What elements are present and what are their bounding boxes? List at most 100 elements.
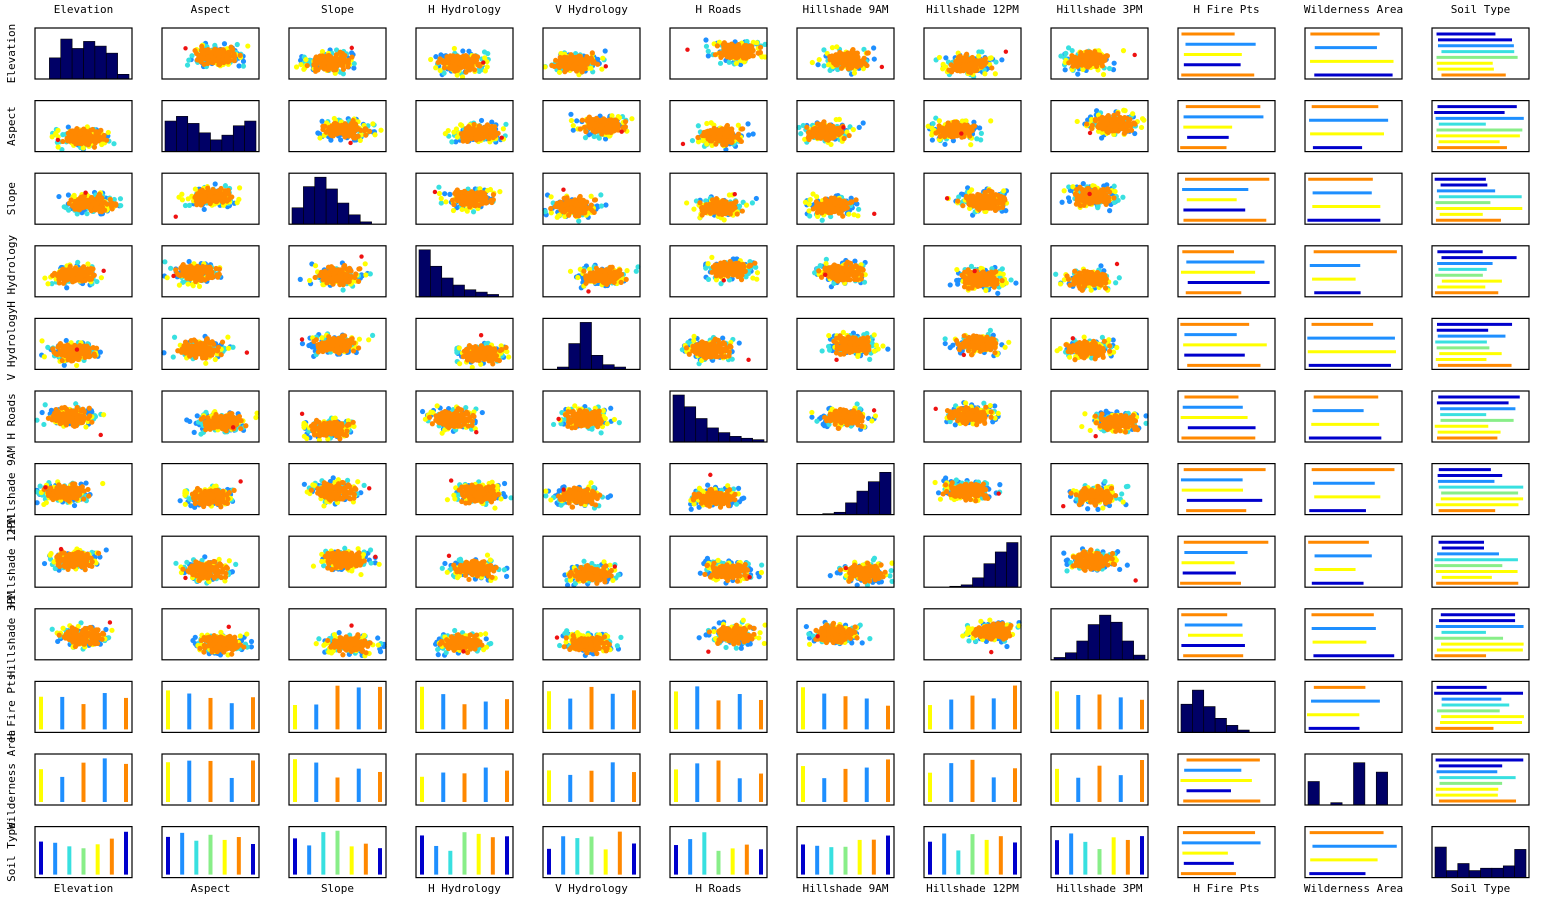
scatter-point (483, 127, 488, 132)
histogram-bar (349, 215, 360, 224)
histogram-bar (326, 189, 337, 224)
scatter-point (333, 127, 338, 132)
panel-background (1305, 28, 1402, 79)
scatter-point (967, 133, 972, 138)
scatter-point (1075, 119, 1080, 124)
scatter-point (821, 119, 826, 124)
scatter-point (315, 67, 320, 72)
scatter-point (342, 53, 347, 58)
scatter-point (1084, 121, 1089, 126)
scatter-point (56, 194, 61, 199)
scatter-point (945, 124, 950, 129)
scatter-point (354, 126, 359, 131)
scatter-point (871, 45, 876, 50)
panel-0-9 (1178, 28, 1275, 79)
scatter-point (1096, 58, 1101, 63)
row-axis-label: Slope (5, 182, 18, 215)
panel-1-7 (924, 101, 1021, 152)
panel-2-0 (35, 173, 132, 224)
scatter-point (940, 66, 945, 71)
scatter-point (964, 52, 969, 57)
scatter-point (572, 57, 577, 62)
panel-0-2 (289, 28, 386, 79)
scatter-point (999, 57, 1004, 62)
scatter-point (315, 130, 320, 135)
top-axis-label: Hillshade 3PM (1056, 3, 1142, 16)
scatter-point (319, 55, 324, 60)
panel-0-1 (162, 28, 259, 79)
scatter-point (711, 134, 716, 139)
scatter-point (1101, 119, 1106, 124)
scatter-point (66, 192, 71, 197)
scatter-point (338, 58, 343, 63)
scatter-point (718, 132, 723, 137)
scatter-point (581, 57, 586, 62)
scatter-point (436, 185, 441, 190)
scatter-point (210, 58, 215, 63)
panel-0-5 (670, 28, 768, 79)
scatter-point (583, 129, 588, 134)
scatter-point (474, 58, 479, 63)
scatter-point (219, 186, 224, 191)
scatter-point (447, 192, 452, 197)
scatter-point (186, 196, 191, 201)
scatter-point (851, 127, 856, 132)
scatter-point (706, 49, 711, 54)
scatter-point (223, 183, 228, 188)
scatter-point (104, 138, 109, 143)
scatter-point (1121, 48, 1126, 53)
scatter-point (558, 60, 563, 65)
scatter-point (207, 198, 212, 203)
scatter-point (332, 116, 337, 121)
scatter-point (704, 121, 709, 126)
bottom-axis-label: Soil Type (1451, 882, 1511, 895)
scatter-point (758, 50, 763, 55)
scatter-point (603, 48, 608, 53)
bottom-axis-label: Hillshade 3PM (1056, 882, 1142, 895)
scatter-point (78, 131, 83, 136)
scatter-point (99, 209, 104, 214)
scatter-point (1112, 61, 1117, 66)
scatter-point (681, 142, 685, 146)
panel-1-4 (543, 101, 640, 152)
scatter-point (446, 128, 451, 133)
scatter-point (1092, 49, 1097, 54)
scatter-point (592, 60, 597, 65)
scatter-point (565, 64, 570, 69)
scatter-point (503, 122, 508, 127)
scatter-point (1063, 67, 1068, 72)
scatter-point (558, 55, 563, 60)
scatter-point (216, 48, 221, 53)
scatter-point (824, 132, 829, 137)
scatter-point (751, 131, 756, 136)
scatter-point (603, 202, 608, 207)
histogram-bar (233, 126, 244, 152)
panel-2-1 (162, 173, 259, 224)
panel-background (1305, 101, 1402, 152)
scatter-point (489, 124, 494, 129)
scatter-point (451, 202, 456, 207)
top-axis-label: Hillshade 12PM (926, 3, 1019, 16)
scatter-point (831, 128, 836, 133)
scatter-point (348, 125, 353, 130)
scatter-point (227, 58, 232, 63)
scatter-point (1063, 51, 1068, 56)
panel-background (1432, 101, 1529, 152)
scatter-point (87, 138, 92, 143)
scatter-point (861, 120, 866, 125)
scatter-point (1122, 115, 1127, 120)
scatter-point (189, 53, 194, 58)
scatter-point (443, 199, 448, 204)
scatter-point (93, 129, 98, 134)
scatter-point (723, 141, 728, 146)
scatter-point (818, 125, 823, 130)
scatter-point (104, 202, 109, 207)
scatter-point (1093, 117, 1098, 122)
scatter-point (993, 59, 998, 64)
histogram-bar (245, 121, 256, 152)
scatter-point (980, 62, 985, 67)
scatter-point (557, 70, 562, 75)
top-axis-label: Hillshade 9AM (802, 3, 888, 16)
top-axis-label: Aspect (191, 3, 231, 16)
